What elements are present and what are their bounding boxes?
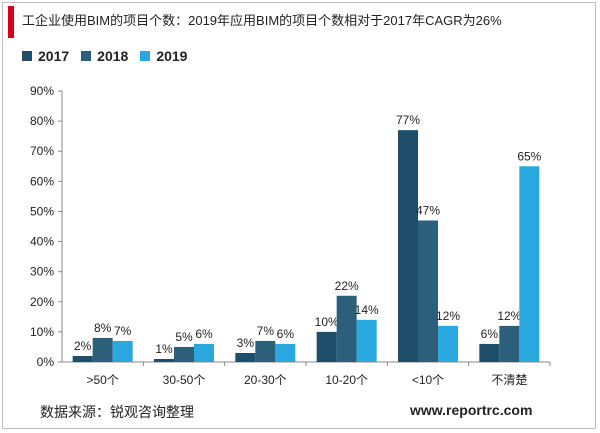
data-label-2018: 47% <box>416 203 440 217</box>
y-tick-label: 90% <box>30 84 54 98</box>
y-tick-label: 20% <box>30 295 54 309</box>
source-note: 数据来源：锐观咨询整理 <box>40 404 194 420</box>
legend-swatch-2017 <box>22 51 32 61</box>
bar-2018 <box>336 295 357 362</box>
x-tick-label: >50个 <box>86 373 118 387</box>
y-tick-label: 80% <box>30 114 54 128</box>
chart-title: 工企业使用BIM的项目个数：2019年应用BIM的项目个数相对于2017年CAG… <box>22 13 502 28</box>
bar-2018 <box>499 325 520 362</box>
legend-label-2019: 2019 <box>156 48 188 64</box>
legend-label-2018: 2018 <box>97 48 129 64</box>
legend-item-2019: 2019 <box>140 48 187 64</box>
data-label-2019: 14% <box>355 303 379 317</box>
y-tick-label: 10% <box>30 325 54 339</box>
legend: 2017 2018 2019 <box>22 48 187 64</box>
bar-2018 <box>255 340 276 362</box>
bar-2018 <box>174 346 194 362</box>
legend-item-2017: 2017 <box>22 48 69 64</box>
bar-2019 <box>112 340 133 362</box>
bar-2019 <box>356 319 377 362</box>
x-tick-label: 30-50个 <box>163 373 206 387</box>
legend-label-2017: 2017 <box>38 48 70 64</box>
bar-2018 <box>92 337 113 362</box>
bar-2019 <box>519 166 540 362</box>
data-label-2019: 12% <box>436 309 460 323</box>
bar-2018 <box>418 220 438 362</box>
data-label-2017: 2% <box>74 339 92 353</box>
data-label-2019: 7% <box>114 324 132 338</box>
data-label-2018: 12% <box>497 309 521 323</box>
data-label-2017: 1% <box>155 342 173 356</box>
legend-swatch-2018 <box>81 51 92 61</box>
data-label-2018: 5% <box>175 330 193 344</box>
legend-item-2018: 2018 <box>81 48 128 64</box>
bar-2017 <box>398 130 418 362</box>
y-tick-label: 0% <box>37 355 55 369</box>
y-tick-label: 50% <box>30 204 54 218</box>
bar-2019 <box>275 343 296 362</box>
bar-2017 <box>154 358 174 362</box>
data-label-2017: 77% <box>396 113 420 127</box>
bar-2017 <box>72 355 93 362</box>
x-tick-label: 20-30个 <box>244 373 287 387</box>
data-label-2019: 6% <box>277 327 295 341</box>
data-label-2017: 3% <box>237 336 255 350</box>
bar-2019 <box>438 325 458 362</box>
data-label-2019: 6% <box>195 327 213 341</box>
y-tick-label: 30% <box>30 265 54 279</box>
website-watermark: www.reportrc.com <box>410 402 533 418</box>
data-label-2018: 7% <box>257 324 275 338</box>
data-label-2018: 8% <box>94 321 112 335</box>
y-tick-label: 40% <box>30 235 54 249</box>
bar-2017 <box>479 343 500 362</box>
title-accent-bar <box>8 6 14 38</box>
bar-2017 <box>316 331 337 362</box>
legend-swatch-2019 <box>140 51 151 61</box>
y-tick-label: 70% <box>30 144 54 158</box>
x-tick-label: <10个 <box>412 373 444 387</box>
x-tick-label: 不清楚 <box>491 373 527 387</box>
data-label-2017: 6% <box>481 327 499 341</box>
data-label-2017: 10% <box>315 315 339 329</box>
bar-2019 <box>194 343 214 362</box>
x-tick-label: 10-20个 <box>325 373 368 387</box>
data-label-2018: 22% <box>335 279 359 293</box>
data-label-2019: 65% <box>517 149 541 163</box>
y-tick-label: 60% <box>30 174 54 188</box>
bar-2017 <box>235 352 256 362</box>
